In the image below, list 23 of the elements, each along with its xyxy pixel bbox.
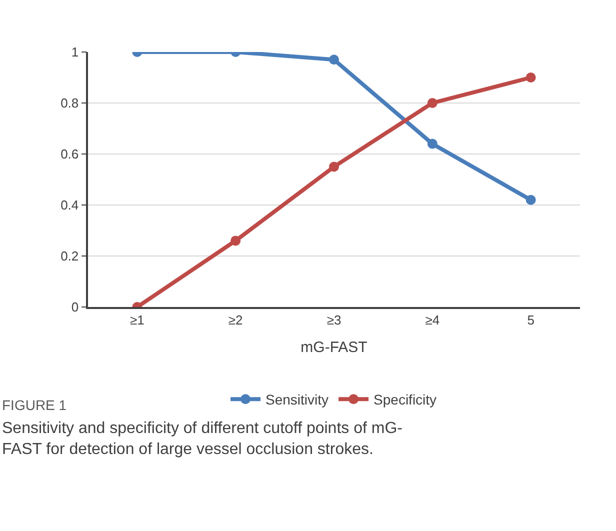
- point: [526, 72, 536, 82]
- point: [427, 98, 438, 108]
- y-tick-label: 0: [71, 300, 79, 315]
- x-axis-title: mG-FAST: [300, 338, 368, 356]
- legend-label: Sensitivity: [266, 392, 329, 408]
- legend-label: Specificity: [374, 392, 437, 408]
- caption: FIGURE 1: [2, 397, 67, 413]
- point: [329, 54, 339, 65]
- x-tick-label: ≥4: [425, 312, 440, 328]
- point: [427, 138, 438, 149]
- x-tick-label: ≥1: [130, 312, 144, 328]
- y-tick-label: 0.8: [60, 96, 79, 111]
- point: [230, 236, 241, 246]
- x-tick-label: 5: [527, 312, 534, 328]
- x-tick-label: ≥3: [326, 312, 342, 328]
- y-tick-label: 0.2: [60, 248, 79, 264]
- text: Sensitivity and specificity of different cutoff points of mG-FAST for detection of large vessel occlusion strokes.: [2, 420, 402, 458]
- y-tick-label: 0.6: [60, 146, 79, 162]
- y-tick-label: 0.4: [60, 198, 79, 213]
- x-tick-label: ≥2: [228, 312, 243, 328]
- point: [329, 162, 339, 172]
- point: [526, 194, 536, 205]
- y-tick-label: 1: [71, 44, 79, 60]
